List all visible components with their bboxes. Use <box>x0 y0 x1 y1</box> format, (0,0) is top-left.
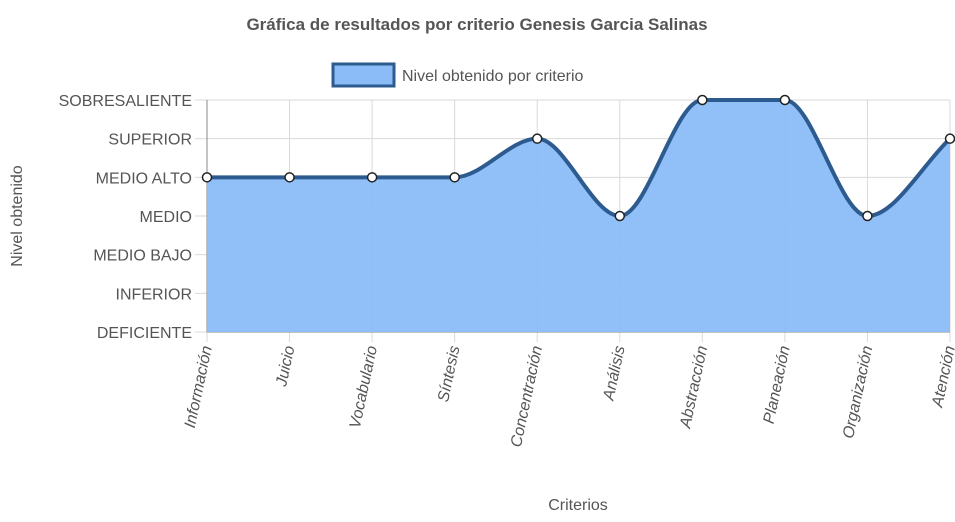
x-tick-label: Atención <box>929 344 955 410</box>
data-point[interactable] <box>862 210 873 222</box>
y-tick-label: DEFICIENTE <box>97 325 192 342</box>
y-axis-ticks: DEFICIENTE INFERIOR MEDIO BAJO MEDIO MEDIO A… <box>59 93 192 342</box>
data-point[interactable] <box>366 172 378 183</box>
data-points <box>201 94 955 222</box>
x-tick-label: Análisis <box>600 344 628 402</box>
y-tick-label: SOBRESALIENTE <box>59 93 192 110</box>
data-point[interactable] <box>779 94 791 106</box>
data-point[interactable] <box>201 172 213 183</box>
series-area-fill <box>207 100 950 332</box>
x-tick-label: Vocabulario <box>347 344 381 430</box>
y-tick-label: MEDIO <box>140 209 192 226</box>
series-line <box>207 97 952 219</box>
legend[interactable]: Nivel obtenido por criterio <box>331 62 584 88</box>
y-axis-title: Nivel obtenido <box>9 165 26 267</box>
x-tick-label: Información <box>182 344 216 429</box>
data-point[interactable] <box>449 172 460 183</box>
data-point[interactable] <box>531 133 543 144</box>
data-point[interactable] <box>944 133 955 144</box>
x-tick-label: Organización <box>840 344 876 440</box>
x-tick-label: Juicio <box>273 344 298 389</box>
x-tick-label: Concentración <box>508 344 546 449</box>
y-tick-label: MEDIO ALTO <box>96 170 192 187</box>
x-axis-ticks: Información Juicio Vocabulario Síntesis Conc… <box>182 344 955 449</box>
x-tick-label: Síntesis <box>435 344 463 403</box>
legend-swatch <box>331 62 396 88</box>
y-tick-label: SUPERIOR <box>108 132 192 149</box>
legend-label: Nivel obtenido por criterio <box>402 68 584 85</box>
x-tick-label: Abstracción <box>677 344 711 430</box>
series-area <box>207 97 952 332</box>
chart-title: Gráfica de resultados por criterio Genes… <box>246 15 707 34</box>
y-tick-label: INFERIOR <box>116 286 192 303</box>
data-point[interactable] <box>284 172 295 183</box>
x-axis-title: Criterios <box>548 497 608 514</box>
data-point[interactable] <box>614 210 626 222</box>
data-point[interactable] <box>697 94 708 106</box>
y-tick-label: MEDIO BAJO <box>93 248 192 265</box>
x-tick-label: Planeación <box>761 344 794 425</box>
